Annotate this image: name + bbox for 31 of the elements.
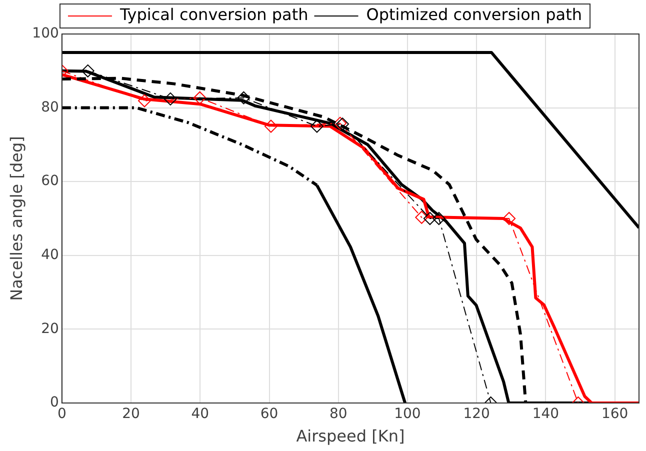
x-tick-label: 120 — [463, 406, 490, 422]
x-tick-label: 100 — [394, 406, 421, 422]
legend-label: Typical conversion path — [118, 5, 308, 24]
point — [193, 91, 206, 104]
point — [237, 91, 250, 104]
x-tick-label: 40 — [191, 406, 210, 422]
point — [81, 64, 94, 78]
point — [432, 212, 446, 225]
x-tick-label: 140 — [532, 406, 560, 422]
x-tick-label: 60 — [260, 406, 278, 422]
point — [310, 120, 324, 133]
point — [502, 212, 516, 225]
point — [164, 92, 177, 106]
x-tick-label: 80 — [329, 406, 348, 422]
y-axis-title: Nacelles angle [deg] — [6, 136, 26, 301]
y-tick-label: 80 — [41, 99, 59, 116]
point — [264, 120, 278, 133]
point — [334, 116, 347, 130]
x-tick-label: 20 — [122, 406, 140, 422]
x-axis-title: Airspeed [Kn] — [296, 426, 405, 446]
point — [415, 210, 428, 224]
y-tick-label: 100 — [32, 26, 59, 42]
point — [336, 118, 350, 131]
y-tick-label: 0 — [50, 394, 59, 411]
y-tick-label: 60 — [41, 173, 59, 190]
y-tick-label: 20 — [41, 320, 59, 337]
y-tick-label: 40 — [41, 247, 59, 264]
point — [423, 212, 436, 225]
point — [138, 94, 152, 108]
legend-label: Optimized conversion path — [366, 5, 582, 24]
x-tick-label: 160 — [601, 406, 628, 422]
